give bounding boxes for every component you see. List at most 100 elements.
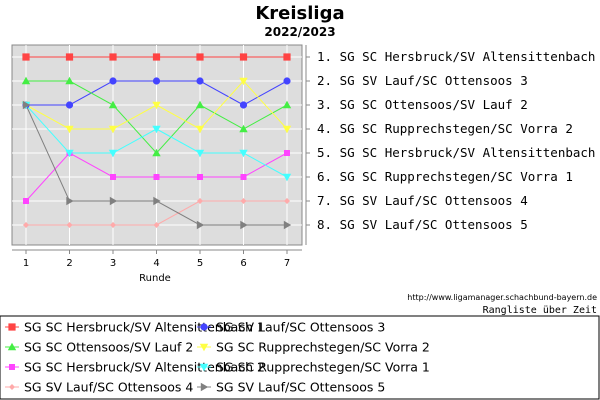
data-point	[284, 198, 290, 204]
legend-label: SG SC Rupprechstegen/SC Vorra 1	[216, 360, 430, 375]
data-point	[239, 53, 248, 61]
x-tick-label: 4	[153, 258, 159, 269]
chart-subtitle: 2022/2023	[264, 25, 335, 39]
data-point	[108, 125, 118, 134]
data-point	[108, 149, 118, 158]
data-point	[23, 222, 29, 228]
data-point	[65, 125, 74, 134]
data-point	[109, 77, 117, 85]
legend-label: SG SC Ottensoos/SV Lauf 2	[24, 340, 193, 355]
data-point	[152, 101, 161, 110]
legend-label: SG SC Hersbruck/SV Altensittenbach 2	[24, 360, 265, 375]
data-point	[282, 125, 292, 134]
legend-marker	[8, 323, 16, 331]
legend-label: SG SV Lauf/SC Ottensoos 4	[24, 380, 193, 395]
legend-item: SG SV Lauf/SC Ottensoos 5	[197, 380, 385, 395]
legend: SG SC Hersbruck/SV Altensittenbach 1SG S…	[5, 320, 430, 395]
x-axis-title: Runde	[139, 273, 171, 284]
rank-label: 6. SG SC Rupprechstegen/SC Vorra 1	[317, 169, 573, 184]
data-point	[23, 198, 29, 204]
data-point	[283, 53, 291, 61]
legend-item: SG SC Ottensoos/SV Lauf 2	[5, 340, 193, 355]
ranking-labels: 1. SG SC Hersbruck/SV Altensittenbach 1 2…	[306, 49, 600, 232]
data-point	[65, 101, 74, 109]
data-point	[239, 149, 248, 158]
legend-item: SG SV Lauf/SC Ottensoos 4	[5, 380, 193, 395]
data-point	[282, 100, 292, 109]
x-tick-label: 5	[197, 258, 203, 269]
legend-item: SG SC Rupprechstegen/SC Vorra 1	[197, 360, 430, 375]
data-point	[22, 53, 30, 61]
data-point	[239, 77, 248, 86]
data-point	[21, 76, 31, 85]
x-tick-label: 1	[23, 258, 29, 269]
legend-label: SG SC Hersbruck/SV Altensittenbach 1	[24, 320, 265, 335]
data-point	[197, 198, 203, 204]
data-point	[284, 150, 290, 156]
rank-label: 3. SG SC Ottensoos/SV Lauf 2	[317, 97, 528, 112]
data-point	[152, 77, 161, 85]
legend-item: SG SC Hersbruck/SV Altensittenbach 1	[5, 320, 265, 335]
data-point	[195, 125, 205, 134]
data-point	[153, 196, 161, 206]
series-markers	[21, 53, 292, 230]
data-point	[152, 148, 161, 157]
rank-label: 1. SG SC Hersbruck/SV Altensittenbach 1	[317, 49, 600, 64]
legend-marker	[199, 343, 209, 352]
legend-marker	[9, 384, 15, 390]
data-point	[152, 53, 161, 61]
data-point	[195, 149, 205, 158]
legend-label: SG SV Lauf/SC Ottensoos 3	[216, 320, 385, 335]
legend-label: SG SC Rupprechstegen/SC Vorra 2	[216, 340, 430, 355]
x-tick-label: 3	[110, 258, 116, 269]
data-point	[239, 101, 248, 109]
data-point	[240, 198, 247, 204]
chart-caption: Rangliste über Zeit	[483, 305, 597, 316]
data-point	[108, 100, 118, 109]
data-point	[110, 222, 116, 228]
rank-label: 4. SG SC Rupprechstegen/SC Vorra 2	[317, 121, 573, 136]
source-url: http://www.ligamanager.schachbund-bayern…	[407, 293, 597, 302]
rank-label: 2. SG SV Lauf/SC Ottensoos 3	[317, 73, 528, 88]
legend-box	[0, 315, 600, 400]
data-point	[196, 53, 204, 61]
x-tick-label: 6	[240, 258, 246, 269]
data-point	[66, 222, 73, 228]
data-point	[22, 100, 31, 110]
data-point	[153, 222, 160, 228]
data-point	[283, 220, 292, 230]
x-tick-label: 7	[284, 258, 290, 269]
x-ticks: 1 2 3 4 5 6 7	[23, 250, 290, 269]
rank-label: 5. SG SC Hersbruck/SV Altensittenbach 2	[317, 145, 600, 160]
legend-item: SG SC Rupprechstegen/SC Vorra 2	[197, 340, 430, 355]
data-point	[66, 196, 74, 206]
data-point	[110, 174, 116, 180]
legend-marker	[200, 382, 209, 392]
data-point	[283, 77, 291, 85]
data-point	[196, 77, 204, 85]
data-point	[240, 174, 247, 180]
x-tick-label: 2	[66, 258, 72, 269]
legend-marker	[200, 323, 208, 331]
data-point	[239, 124, 248, 133]
data-point	[109, 53, 117, 61]
legend-item: SG SC Hersbruck/SV Altensittenbach 2	[5, 360, 265, 375]
rank-label: 7. SG SV Lauf/SC Ottensoos 4	[317, 193, 528, 208]
chart-title: Kreisliga	[255, 3, 344, 24]
legend-marker	[7, 342, 17, 351]
data-point	[197, 174, 203, 180]
data-point	[65, 149, 74, 158]
legend-marker	[199, 363, 209, 372]
data-point	[282, 173, 292, 182]
data-point	[65, 76, 74, 85]
legend-label: SG SV Lauf/SC Ottensoos 5	[216, 380, 385, 395]
data-point	[65, 53, 74, 61]
data-point	[196, 220, 205, 230]
rank-label: 8. SG SV Lauf/SC Ottensoos 5	[317, 217, 528, 232]
data-point	[240, 220, 248, 230]
data-point	[152, 125, 161, 134]
legend-item: SG SV Lauf/SC Ottensoos 3	[197, 320, 385, 335]
data-point	[153, 174, 160, 180]
data-point	[109, 196, 118, 206]
